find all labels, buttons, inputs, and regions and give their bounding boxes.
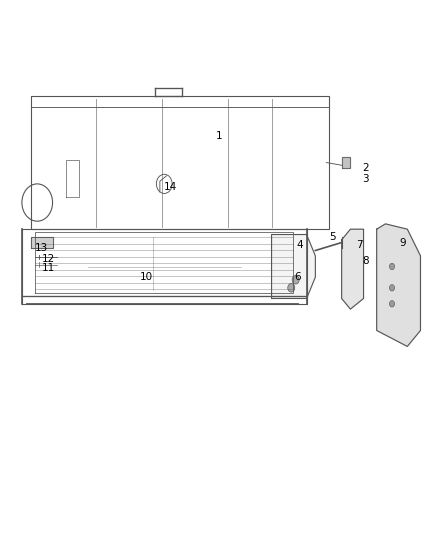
Text: 14: 14 [164,182,177,191]
Polygon shape [31,237,53,248]
Text: 5: 5 [329,232,336,242]
Text: 3: 3 [362,174,369,183]
Text: 9: 9 [399,238,406,247]
Circle shape [288,284,295,292]
Text: 12: 12 [42,254,55,263]
Text: 10: 10 [140,272,153,282]
Text: 13: 13 [35,243,48,253]
Text: 2: 2 [362,163,369,173]
Text: 11: 11 [42,263,55,272]
Text: 4: 4 [297,240,304,250]
Text: 6: 6 [294,272,301,282]
Circle shape [389,263,395,270]
Text: 7: 7 [356,240,363,250]
Text: 8: 8 [362,256,369,266]
Circle shape [292,276,299,284]
Circle shape [389,301,395,307]
Polygon shape [342,229,364,309]
Circle shape [389,285,395,291]
Polygon shape [272,235,315,298]
Polygon shape [342,157,350,168]
Text: 1: 1 [215,131,223,141]
Polygon shape [377,224,420,346]
